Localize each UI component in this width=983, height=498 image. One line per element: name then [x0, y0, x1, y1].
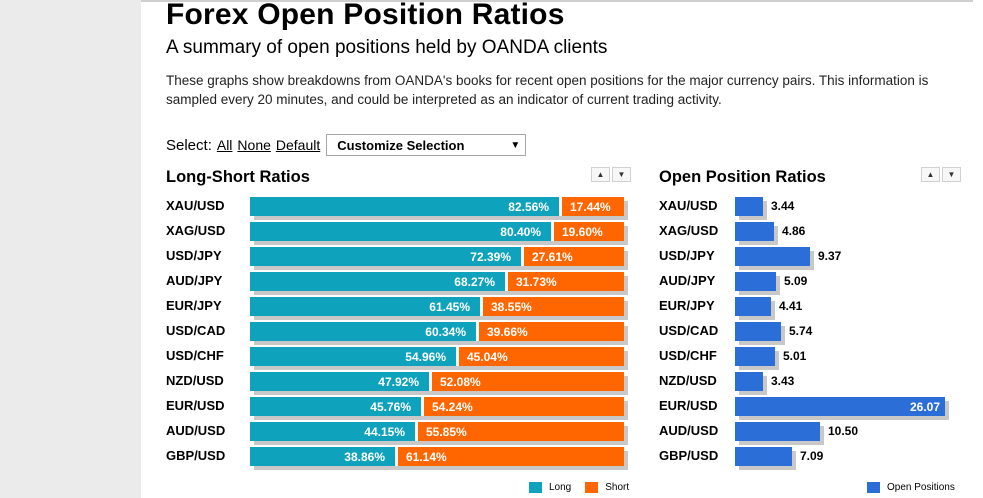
sort-ascending-icon[interactable]: ▲	[921, 167, 940, 182]
short-bar-xau-usd: 17.44%	[559, 197, 624, 216]
long-short-legend: Long Short	[529, 482, 643, 493]
long-short-title: Long-Short Ratios	[166, 168, 310, 186]
legend-swatch-short	[585, 482, 599, 493]
select-label: Select:	[166, 136, 212, 154]
short-bar-nzd-usd: 52.08%	[429, 372, 624, 391]
row-label-aud-usd: AUD/USD	[659, 423, 719, 438]
row-label-usd-jpy: USD/JPY	[659, 248, 715, 263]
row-label-xau-usd: XAU/USD	[166, 198, 225, 213]
long-bar-aud-jpy: 68.27%	[250, 272, 505, 291]
legend-swatch-long	[529, 482, 542, 493]
open-position-bar-nzd-usd	[735, 372, 763, 391]
row-label-aud-usd: AUD/USD	[166, 423, 226, 438]
short-bar-aud-usd: 55.85%	[415, 422, 624, 441]
open-position-bar-xag-usd	[735, 222, 774, 241]
long-bar-usd-cad: 60.34%	[250, 322, 476, 341]
open-position-value-usd-jpy: 9.37	[818, 249, 842, 263]
top-divider	[141, 0, 973, 2]
open-position-bar-gbp-usd	[735, 447, 792, 466]
row-label-eur-usd: EUR/USD	[166, 398, 225, 413]
open-position-sort-controls: ▲ ▼	[921, 167, 961, 182]
row-label-aud-jpy: AUD/JPY	[166, 273, 223, 288]
row-label-eur-jpy: EUR/JPY	[659, 298, 715, 313]
long-short-sort-controls: ▲ ▼	[591, 167, 631, 182]
legend-item-long: Long	[529, 482, 571, 493]
row-label-usd-cad: USD/CAD	[166, 323, 226, 338]
open-position-value-usd-cad: 5.74	[789, 324, 813, 338]
select-row: Select: All None Default Customize Selec…	[166, 133, 527, 157]
open-position-bar-usd-chf	[735, 347, 775, 366]
row-label-xau-usd: XAU/USD	[659, 198, 718, 213]
long-bar-gbp-usd: 38.86%	[250, 447, 395, 466]
open-position-value-xag-usd: 4.86	[782, 224, 806, 238]
open-position-value-gbp-usd: 7.09	[800, 449, 824, 463]
long-bar-usd-jpy: 72.39%	[250, 247, 521, 266]
chevron-down-icon: ▼	[510, 139, 521, 151]
row-label-nzd-usd: NZD/USD	[166, 373, 224, 388]
row-label-aud-jpy: AUD/JPY	[659, 273, 716, 288]
short-bar-usd-jpy: 27.61%	[521, 247, 624, 266]
short-bar-eur-usd: 54.24%	[421, 397, 624, 416]
intro-text: These graphs show breakdowns from OANDA'…	[166, 73, 929, 107]
open-position-value-nzd-usd: 3.43	[771, 374, 795, 388]
short-bar-xag-usd: 19.60%	[551, 222, 624, 241]
row-label-xag-usd: XAG/USD	[166, 223, 226, 238]
row-label-usd-cad: USD/CAD	[659, 323, 719, 338]
select-all-link[interactable]: All	[216, 137, 233, 153]
short-bar-usd-cad: 39.66%	[476, 322, 624, 341]
open-position-value-aud-jpy: 5.09	[784, 274, 808, 288]
customize-selection-label: Customize Selection	[337, 137, 465, 153]
row-label-nzd-usd: NZD/USD	[659, 373, 717, 388]
open-position-bar-usd-cad	[735, 322, 781, 341]
short-bar-gbp-usd: 61.14%	[395, 447, 624, 466]
open-position-legend: Open Positions	[867, 482, 969, 493]
legend-item-open-positions: Open Positions	[867, 482, 955, 493]
open-position-value-xau-usd: 3.44	[771, 199, 795, 213]
long-bar-xau-usd: 82.56%	[250, 197, 559, 216]
legend-swatch-open-positions	[867, 482, 880, 493]
row-label-usd-chf: USD/CHF	[659, 348, 717, 363]
long-bar-nzd-usd: 47.92%	[250, 372, 429, 391]
left-sidebar-gutter	[0, 0, 141, 498]
open-position-title: Open Position Ratios	[659, 168, 826, 186]
sort-ascending-icon[interactable]: ▲	[591, 167, 610, 182]
legend-label-long: Long	[549, 482, 572, 493]
page-title: Forex Open Position Ratios	[166, 0, 565, 31]
open-position-bar-aud-jpy	[735, 272, 776, 291]
legend-label-open-positions: Open Positions	[887, 482, 955, 493]
sort-descending-icon[interactable]: ▼	[942, 167, 961, 182]
row-label-gbp-usd: GBP/USD	[166, 448, 226, 463]
row-label-usd-jpy: USD/JPY	[166, 248, 222, 263]
long-bar-xag-usd: 80.40%	[250, 222, 551, 241]
short-bar-eur-jpy: 38.55%	[480, 297, 624, 316]
select-default-link[interactable]: Default	[275, 137, 321, 153]
open-position-value-aud-usd: 10.50	[828, 424, 859, 438]
row-label-usd-chf: USD/CHF	[166, 348, 224, 363]
row-label-eur-usd: EUR/USD	[659, 398, 718, 413]
select-none-link[interactable]: None	[237, 137, 271, 153]
open-position-bar-usd-jpy	[735, 247, 810, 266]
sort-descending-icon[interactable]: ▼	[612, 167, 631, 182]
long-bar-eur-jpy: 61.45%	[250, 297, 480, 316]
legend-item-short: Short	[585, 482, 629, 493]
open-position-bar-xau-usd	[735, 197, 763, 216]
open-position-bar-aud-usd	[735, 422, 820, 441]
open-position-value-usd-chf: 5.01	[783, 349, 807, 363]
long-bar-aud-usd: 44.15%	[250, 422, 415, 441]
row-label-eur-jpy: EUR/JPY	[166, 298, 222, 313]
long-bar-eur-usd: 45.76%	[250, 397, 421, 416]
legend-label-short: Short	[605, 482, 630, 493]
short-bar-aud-jpy: 31.73%	[505, 272, 624, 291]
long-bar-usd-chf: 54.96%	[250, 347, 456, 366]
open-position-value-eur-jpy: 4.41	[779, 299, 803, 313]
open-position-bar-eur-usd: 26.07	[735, 397, 945, 416]
row-label-xag-usd: XAG/USD	[659, 223, 719, 238]
open-position-bar-eur-jpy	[735, 297, 771, 316]
page-subtitle: A summary of open positions held by OAND…	[166, 37, 608, 58]
row-label-gbp-usd: GBP/USD	[659, 448, 719, 463]
short-bar-usd-chf: 45.04%	[456, 347, 624, 366]
customize-selection-dropdown[interactable]: Customize Selection ▼	[326, 134, 527, 156]
